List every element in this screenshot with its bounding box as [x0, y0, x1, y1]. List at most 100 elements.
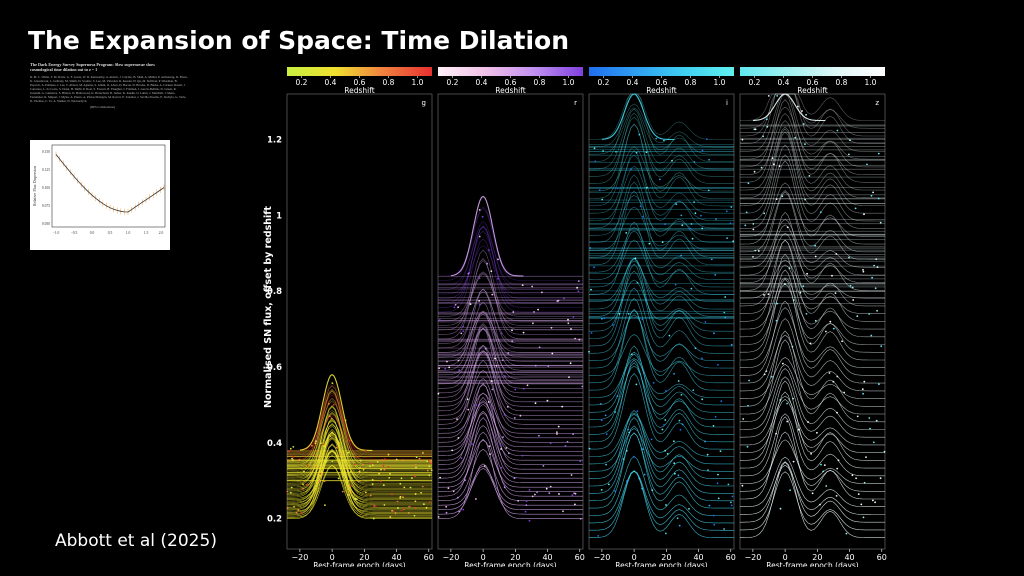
data-point	[439, 476, 441, 479]
data-point	[525, 500, 528, 503]
data-point	[863, 380, 866, 383]
data-point	[747, 404, 749, 407]
data-point	[708, 158, 710, 161]
data-point	[848, 256, 850, 259]
data-point	[411, 477, 413, 480]
band-label: i	[726, 99, 728, 107]
data-point	[371, 479, 374, 481]
data-point	[661, 241, 664, 244]
data-point	[802, 123, 805, 125]
colorbar-tick-label: 0.6	[656, 78, 668, 87]
data-point	[794, 136, 797, 139]
data-point	[323, 480, 326, 483]
data-point	[414, 500, 417, 503]
light-curve	[287, 455, 432, 503]
data-point	[534, 402, 537, 405]
data-point	[694, 212, 697, 215]
data-point	[814, 319, 817, 322]
light-curve	[588, 150, 734, 229]
data-point	[289, 491, 292, 494]
data-point	[357, 480, 360, 483]
light-curve	[287, 431, 432, 508]
data-point	[426, 460, 429, 463]
data-point	[763, 294, 765, 296]
data-point	[298, 458, 301, 461]
data-point	[349, 485, 352, 487]
data-point	[690, 223, 693, 225]
data-point	[471, 443, 473, 446]
data-point	[856, 415, 859, 418]
data-point	[364, 449, 367, 452]
x-tick-label: −20	[744, 553, 761, 562]
data-point	[414, 493, 417, 495]
data-point	[765, 370, 768, 372]
data-point	[642, 215, 644, 218]
data-point	[502, 436, 504, 438]
data-point	[503, 413, 506, 416]
data-point	[786, 402, 788, 405]
data-point	[852, 299, 855, 301]
light-curve	[740, 232, 885, 283]
data-point	[456, 418, 458, 420]
data-point	[524, 510, 527, 513]
data-point	[832, 380, 835, 383]
data-point	[724, 316, 727, 319]
data-point	[615, 150, 617, 153]
data-point	[782, 362, 784, 365]
data-point	[600, 403, 602, 405]
x-tick-label: 40	[391, 553, 401, 562]
light-curve	[740, 190, 885, 253]
x-tick-label: 40	[542, 553, 552, 562]
data-point	[786, 420, 789, 423]
data-point	[409, 505, 411, 508]
data-point	[786, 226, 789, 229]
light-curve	[589, 257, 734, 317]
x-tick-label: 20	[812, 553, 822, 562]
data-point	[645, 151, 648, 154]
inset-yticks: 0.150 0.125 0.100 0.075 0.050	[42, 150, 50, 226]
colorbar-z	[740, 67, 885, 76]
data-point	[311, 444, 313, 447]
data-point	[789, 489, 791, 492]
data-point	[328, 415, 331, 418]
data-point	[409, 486, 412, 489]
data-point	[478, 209, 481, 211]
data-point	[290, 486, 293, 489]
inset-ylabel: Relative Flux Dispersion	[32, 166, 37, 206]
data-point	[704, 440, 706, 443]
light-curve	[589, 345, 734, 428]
data-point	[877, 197, 880, 200]
light-curves-i	[588, 93, 734, 538]
light-curve	[589, 154, 734, 214]
light-curve	[437, 400, 583, 452]
inset-xticks: −1.0 −0.5 0.0 0.5 1.0 1.5 2.0	[53, 231, 164, 235]
light-curve	[589, 93, 734, 162]
data-point	[391, 493, 393, 496]
data-point	[574, 337, 576, 340]
data-point	[438, 319, 441, 321]
data-point	[799, 291, 802, 294]
data-point	[797, 428, 800, 431]
x-tick-label: 40	[844, 553, 854, 562]
data-point	[383, 468, 386, 471]
data-point	[741, 484, 744, 487]
light-curve	[287, 417, 432, 497]
data-point	[500, 448, 502, 450]
data-point	[536, 491, 538, 494]
data-point	[819, 211, 822, 214]
data-point	[792, 460, 795, 463]
light-curve	[589, 470, 734, 531]
data-point	[876, 266, 879, 268]
data-point	[694, 347, 697, 350]
data-point	[291, 457, 293, 460]
data-point	[379, 480, 382, 483]
data-point	[862, 270, 865, 273]
light-curve	[589, 258, 734, 310]
data-point	[861, 388, 864, 391]
x-axis-label: Rest-frame epoch (days)	[313, 561, 406, 567]
y-tick-label: 1	[276, 211, 282, 221]
data-point	[525, 504, 528, 506]
data-points-r	[437, 209, 584, 522]
data-point	[741, 138, 744, 141]
data-point	[445, 505, 448, 508]
